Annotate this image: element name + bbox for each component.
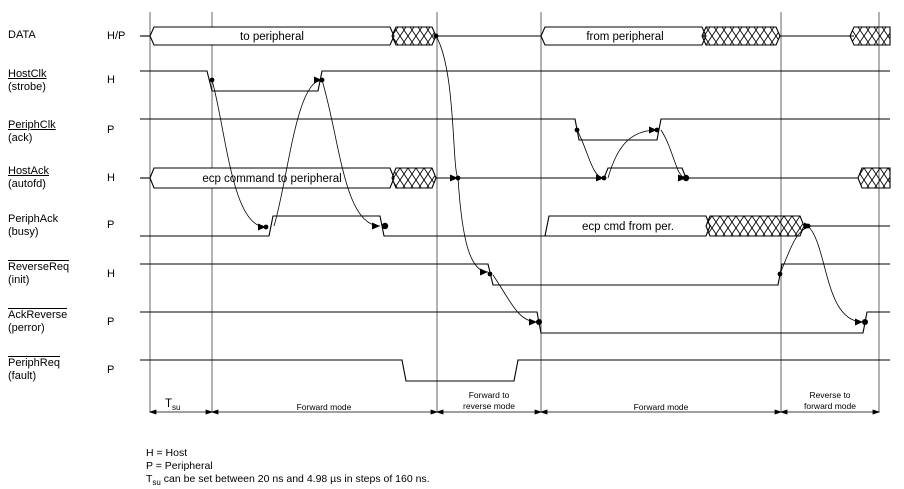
reverse-to-forward-phase-line1: Reverse to [809,390,850,400]
reverse-to-forward-phase-line2: forward mode [804,401,856,411]
phase-bracket [148,409,881,415]
direction-reversereq: H [107,268,115,280]
signal-label-hostack: HostAck (autofd) [8,165,49,191]
periphreq-waveform [140,359,890,382]
signal-alias: (autofd) [8,178,46,190]
signal-name: HostClk [8,68,47,80]
signal-label-periphreq: PeriphReq (fault) [8,356,60,383]
direction-ackreverse: P [107,316,115,328]
legend-host: H = Host [146,447,188,459]
signal-name: DATA [8,29,36,41]
signal-name: HostAck [8,165,49,177]
data-to-peripheral-label: to peripheral [240,31,304,43]
signal-label-data: DATA [8,29,36,42]
forward-to-reverse-phase-line2: reverse mode [463,401,515,411]
legend-tsu-main: T [146,473,153,485]
signal-alias: (strobe) [8,81,46,93]
direction-hostclk: H [107,74,115,86]
direction-data: H/P [107,30,126,42]
hostack-command-label: ecp command to peripheral [202,173,341,185]
signal-label-reversereq: ReverseReq (init) [8,260,70,287]
legend-peripheral: P = Peripheral [146,460,213,472]
data-waveform [140,26,891,46]
forward-to-reverse-phase-line1: Forward to [469,390,510,400]
signal-alias: (fault) [8,370,37,382]
signal-alias: (ack) [8,132,33,144]
arrow-heads [258,76,863,326]
hostack-waveform [140,167,891,189]
signal-name: AckReverse [8,308,68,321]
signal-label-periphclk: PeriphClk (ack) [8,119,56,145]
signal-label-periphack: PeriphAck (busy) [8,213,58,239]
signal-alias: (init) [8,274,30,286]
phase-guides [149,12,880,412]
hostclk-waveform [140,70,890,92]
forward-mode-phase-1: Forward mode [297,402,352,412]
direction-periphclk: P [107,124,115,136]
direction-periphack: P [107,219,115,231]
legend-tsu-note: Tsu can be set between 20 ns and 4.98 µs… [146,473,430,489]
signal-name: ReverseReq [8,260,70,273]
legend-tsu-sub: su [152,478,161,488]
periphack-command-label: ecp cmd from per. [582,221,674,233]
signal-name: PeriphReq [8,356,60,369]
reversereq-waveform [140,263,890,286]
signal-label-ackreverse: AckReverse (perror) [8,308,68,335]
periphack-waveform [140,215,890,237]
legend-tsu-text: can be set between 20 ns and 4.98 µs in … [160,473,430,485]
signal-name: PeriphAck [8,213,59,225]
signal-label-hostclk: HostClk (strobe) [8,68,47,94]
forward-mode-phase-2: Forward mode [634,402,689,412]
signal-alias: (perror) [8,322,45,334]
signal-alias: (busy) [8,226,39,238]
direction-hostack: H [107,172,115,184]
periphclk-waveform [140,118,890,141]
direction-periphreq: P [107,364,115,376]
ackreverse-waveform [140,311,890,334]
tsu-phase-label: Tsu [165,398,180,412]
data-from-peripheral-label: from peripheral [586,31,663,43]
signal-name: PeriphClk [8,119,56,131]
